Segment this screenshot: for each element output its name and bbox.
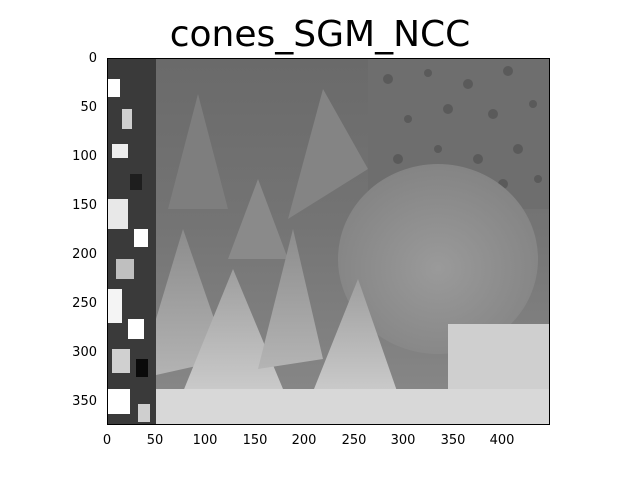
x-tick-label: 0: [87, 433, 127, 448]
x-tick-label: 50: [135, 433, 175, 448]
x-tick-label: 300: [383, 433, 423, 448]
x-tick-label: 250: [334, 433, 374, 448]
y-tick-label: 150: [67, 198, 97, 213]
x-tick-label: 200: [284, 433, 324, 448]
y-tick-label: 350: [67, 394, 97, 409]
y-tick-label: 300: [67, 345, 97, 360]
y-tick-label: 100: [67, 149, 97, 164]
x-tick-label: 100: [185, 433, 225, 448]
x-tick-label: 150: [235, 433, 275, 448]
y-tick-label: 0: [67, 51, 97, 66]
y-tick-label: 200: [67, 247, 97, 262]
y-tick-label: 250: [67, 296, 97, 311]
x-tick-label: 400: [482, 433, 522, 448]
x-tick-label: 350: [433, 433, 473, 448]
y-tick-label: 50: [67, 100, 97, 115]
figure-title: cones_SGM_NCC: [0, 14, 640, 55]
disparity-image: [107, 58, 550, 425]
